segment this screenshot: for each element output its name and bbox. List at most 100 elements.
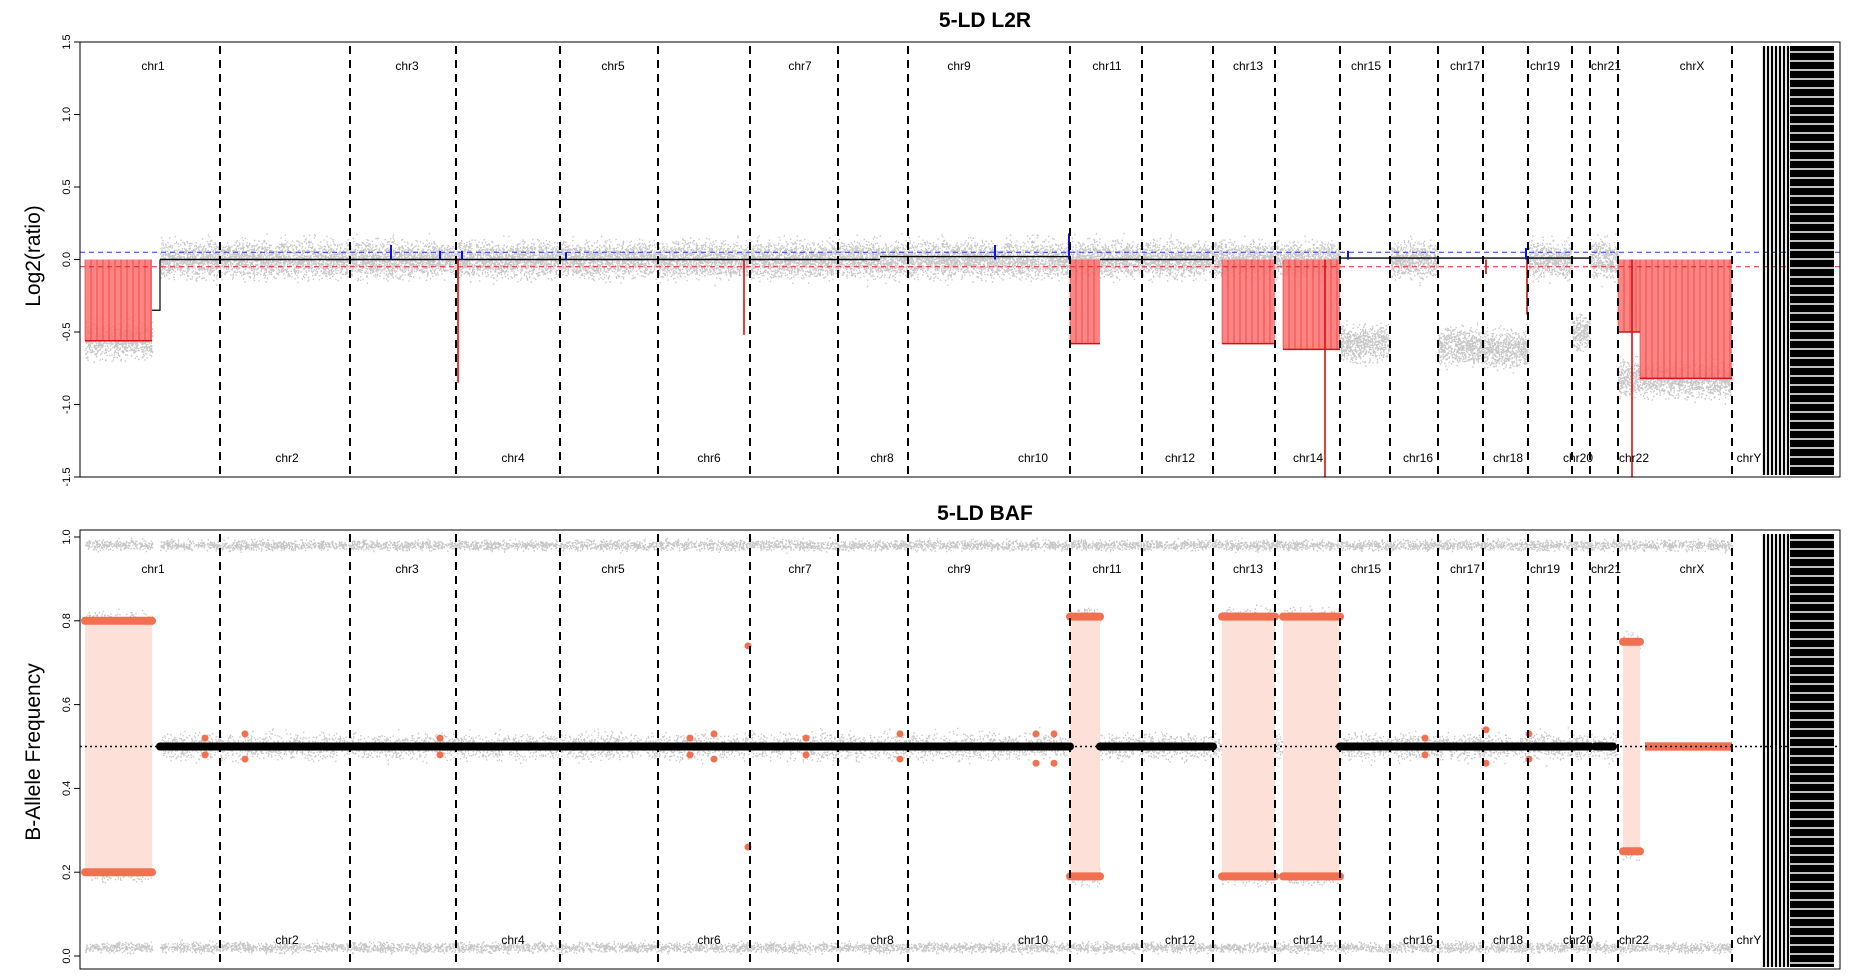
baf-segment-marker [802, 734, 810, 742]
baf-hom-cloud [659, 940, 751, 955]
baf-segment-marker [686, 734, 694, 742]
chromosome-label: chr12 [1165, 451, 1195, 465]
loss-segment-bar [1070, 259, 1100, 344]
baf-hom-cloud [658, 537, 752, 553]
chromosome-label: chr5 [601, 562, 625, 576]
baf-hom-cloud [1618, 537, 1734, 554]
baf-segment-marker [1482, 759, 1490, 767]
loss-segment-stripes [1617, 259, 1637, 332]
baf-panel: 5-LD BAF B-Allele Frequency chr1 chr3 chr5… [22, 502, 1841, 970]
chromosome-label: chr9 [947, 562, 971, 576]
baf-plot-frame [79, 529, 1841, 970]
baf-hom-cloud [1142, 538, 1215, 552]
chromosome-label: chr13 [1233, 59, 1263, 73]
baf-hom-cloud [160, 939, 222, 955]
chromosome-label: chr15 [1351, 562, 1381, 576]
baf-segment-marker [1421, 751, 1429, 759]
loss-segment-bar [1283, 259, 1340, 350]
baf-segment-marker [1032, 759, 1040, 767]
chromosome-label: chr22 [1619, 933, 1649, 947]
chromosome-label: chr4 [501, 933, 525, 947]
baf-hom-cloud [220, 537, 352, 553]
y-tick-label: -1.5 [61, 468, 73, 487]
baf-hom-cloud [750, 940, 840, 956]
chromosome-label: chr16 [1403, 933, 1433, 947]
chromosome-label: chr8 [870, 451, 894, 465]
l2r-point-cloud [160, 234, 222, 286]
chromosome-label: chr21 [1591, 59, 1621, 73]
chromosome-label: chr3 [395, 59, 419, 73]
contig-block [1790, 46, 1834, 475]
baf-hom-cloud [750, 537, 840, 554]
chrX-baf-segment [1645, 742, 1732, 751]
baf-hom-cloud [560, 940, 660, 955]
baf-hom-cloud [1070, 538, 1143, 553]
chromosome-label: chr16 [1403, 451, 1433, 465]
loss-segment-bar [1640, 259, 1732, 379]
l2r-point-cloud [1438, 322, 1485, 371]
contig-block-gaps [1790, 539, 1834, 964]
chromosome-label: chr14 [1293, 933, 1323, 947]
loss-segment-bar [85, 259, 152, 341]
baf-segment-marker [241, 755, 249, 763]
baf-hom-cloud [85, 941, 154, 955]
l2r-point-cloud [456, 235, 562, 285]
chromosome-label: chr2 [275, 933, 299, 947]
baf-hom-cloud [1070, 940, 1144, 955]
baf-segment-marker [1032, 730, 1040, 738]
chromosome-label: chr20 [1563, 933, 1593, 947]
l2r-point-cloud [1142, 234, 1215, 283]
chromosome-label: chrY [1737, 933, 1762, 947]
l2r-point-cloud [350, 232, 458, 284]
chromosome-label: chr12 [1165, 933, 1195, 947]
l2r-y-axis-label: Log2(ratio) [22, 205, 45, 307]
y-tick-label: 0.2 [61, 865, 73, 880]
baf-hom-cloud [1528, 539, 1574, 552]
baf-hom-cloud [1438, 538, 1484, 553]
baf-segment-marker [241, 730, 249, 738]
baf-segment-marker [436, 734, 444, 742]
chromosome-label: chr19 [1530, 562, 1560, 576]
chromosome-label: chr15 [1351, 59, 1381, 73]
chromosome-label: chr11 [1092, 562, 1121, 576]
loss-segment-stripes [84, 259, 152, 341]
baf-hom-cloud [560, 538, 660, 554]
l2r-point-cloud [220, 233, 352, 284]
y-tick-label: 0.0 [61, 252, 73, 267]
baf-hom-cloud [1572, 540, 1591, 553]
chromosome-label: chr18 [1493, 933, 1523, 947]
baf-segment-marker [896, 755, 904, 763]
y-tick-label: 1.5 [61, 34, 73, 49]
baf-hom-cloud [1572, 940, 1592, 954]
baf-hom-cloud [1528, 940, 1574, 954]
loss-segment-stripes [1221, 259, 1271, 344]
chromosome-label: chr8 [870, 933, 894, 947]
chromosome-label: chr13 [1233, 562, 1263, 576]
chromosome-label: chr18 [1493, 451, 1523, 465]
baf-segment-marker [201, 734, 209, 742]
chromosome-label: chrY [1737, 451, 1762, 465]
baf-y-ticks: 0.0 0.2 0.4 0.6 0.8 1.0 [61, 529, 80, 964]
baf-segment-marker [1050, 730, 1058, 738]
y-tick-label: 1.0 [61, 107, 73, 122]
baf-hom-cloud [908, 537, 952, 553]
baf-hom-cloud [1213, 537, 1277, 554]
l2r-chromosome-labels: chr1 chr3 chr5 chr7 chr9 chr11 chr13 chr15 chr17… [141, 59, 1761, 465]
baf-segment-marker [1421, 734, 1429, 742]
baf-hom-cloud [1590, 538, 1620, 553]
contig-block-gaps [1790, 51, 1834, 467]
y-tick-label: 0.8 [61, 613, 73, 628]
baf-hom-cloud [1483, 537, 1529, 552]
baf-data-marks [80, 534, 1840, 967]
baf-hom-cloud [220, 939, 350, 955]
baf-segment-marker [1482, 726, 1490, 734]
baf-hom-cloud [908, 941, 952, 955]
baf-segment-marker [686, 751, 694, 759]
baf-hom-cloud [350, 941, 458, 955]
baf-hom-cloud [950, 537, 1071, 552]
baf-hom-cloud [1340, 941, 1391, 955]
l2r-point-cloud [1483, 324, 1530, 374]
loss-segment-stripes [1639, 259, 1731, 379]
baf-segment-marker [1050, 759, 1058, 767]
